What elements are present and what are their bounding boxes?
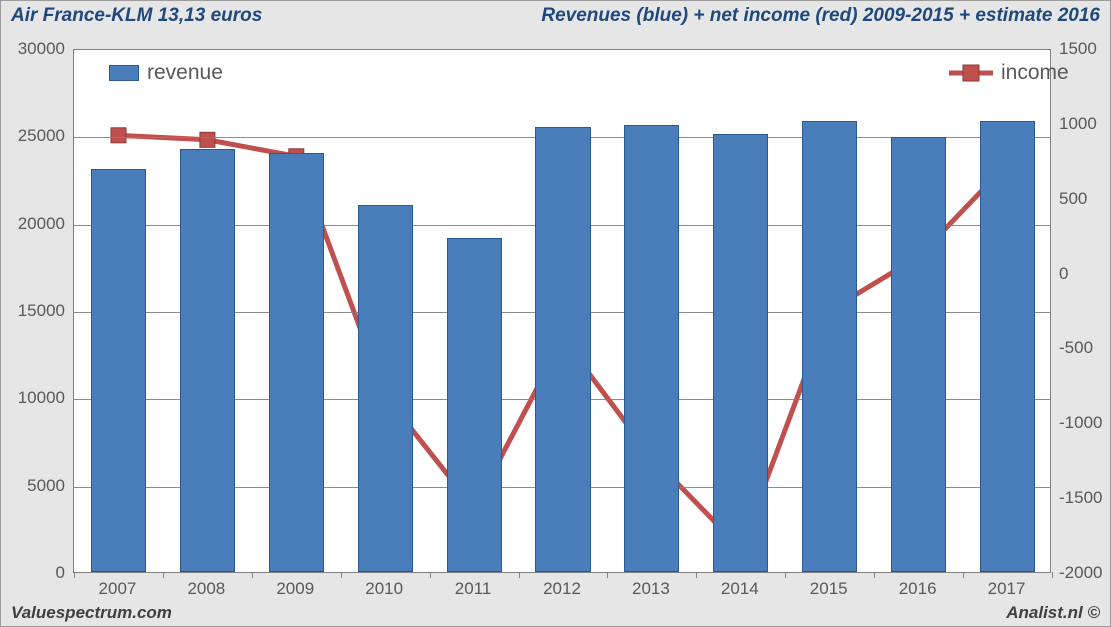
x-tick: 2008 (187, 579, 225, 599)
income-marker (111, 128, 126, 143)
x-tick: 2013 (632, 579, 670, 599)
revenue-bar (980, 121, 1035, 572)
revenue-bar (447, 238, 502, 572)
x-tick: 2012 (543, 579, 581, 599)
x-tick: 2011 (455, 579, 492, 599)
x-tick: 2010 (365, 579, 403, 599)
legend-revenue-swatch (109, 65, 139, 81)
category-tick (963, 572, 964, 578)
y-right-tick: -500 (1059, 338, 1093, 358)
y-left-tick: 0 (1, 563, 65, 583)
y-left-tick: 30000 (1, 39, 65, 59)
legend-revenue: revenue (109, 61, 223, 85)
revenue-bar (269, 153, 324, 572)
title-right: Revenues (blue) + net income (red) 2009-… (541, 5, 1100, 27)
x-tick: 2017 (988, 579, 1026, 599)
x-tick: 2007 (99, 579, 137, 599)
y-right-tick: -2000 (1059, 563, 1102, 583)
y-left-tick: 20000 (1, 214, 65, 234)
legend-revenue-label: revenue (147, 61, 223, 85)
revenue-bar (624, 125, 679, 572)
y-left-tick: 5000 (1, 476, 65, 496)
title-left: Air France-KLM 13,13 euros (11, 5, 262, 27)
x-tick: 2015 (810, 579, 848, 599)
category-tick (163, 572, 164, 578)
category-tick (696, 572, 697, 578)
footer: Valuespectrum.com Analist.nl © (11, 603, 1100, 623)
legend-income: income (949, 61, 1069, 85)
chart-title-bar: Air France-KLM 13,13 euros Revenues (blu… (1, 1, 1110, 29)
y-right-tick: 0 (1059, 264, 1068, 284)
category-tick (874, 572, 875, 578)
legend-income-label: income (1001, 61, 1069, 85)
category-tick (785, 572, 786, 578)
revenue-bar (535, 127, 590, 572)
y-right-tick: 1000 (1059, 114, 1097, 134)
revenue-bar (91, 169, 146, 572)
category-tick (252, 572, 253, 578)
revenue-bar (180, 149, 235, 572)
y-left-tick: 10000 (1, 388, 65, 408)
category-tick (74, 572, 75, 578)
y-right-tick: -1500 (1059, 488, 1102, 508)
revenue-bar (802, 121, 857, 572)
chart-frame: Air France-KLM 13,13 euros Revenues (blu… (0, 0, 1111, 627)
income-marker (200, 132, 215, 147)
y-right-tick: 500 (1059, 189, 1087, 209)
x-tick: 2014 (721, 579, 759, 599)
plot-area (73, 49, 1051, 573)
revenue-bar (358, 205, 413, 572)
x-tick: 2016 (899, 579, 937, 599)
footer-right: Analist.nl © (1006, 603, 1100, 623)
y-left-tick: 15000 (1, 301, 65, 321)
revenue-bar (891, 137, 946, 572)
y-right-tick: -1000 (1059, 413, 1102, 433)
legend-income-swatch (949, 63, 993, 83)
revenue-bar (713, 134, 768, 572)
category-tick (341, 572, 342, 578)
y-left-tick: 25000 (1, 126, 65, 146)
category-tick (519, 572, 520, 578)
y-right-tick: 1500 (1059, 39, 1097, 59)
category-tick (607, 572, 608, 578)
category-tick (1052, 572, 1053, 578)
category-tick (430, 572, 431, 578)
footer-left: Valuespectrum.com (11, 603, 172, 623)
x-tick: 2009 (276, 579, 314, 599)
